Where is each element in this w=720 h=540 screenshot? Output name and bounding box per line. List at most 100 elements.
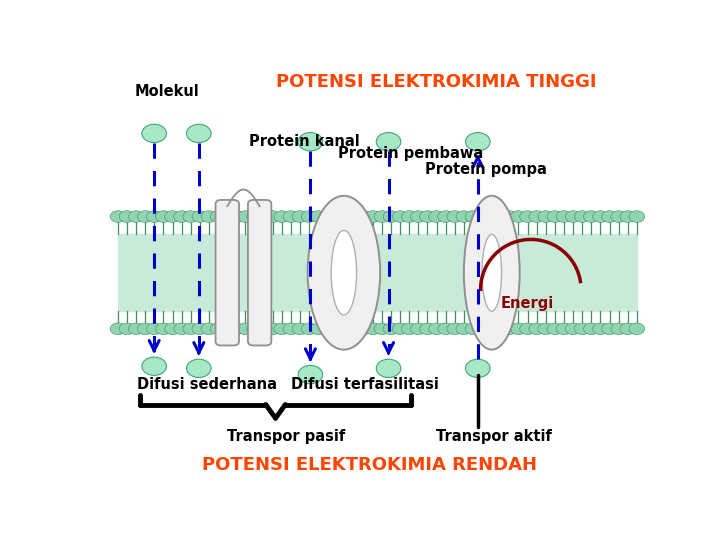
Text: POTENSI ELEKTROKIMIA RENDAH: POTENSI ELEKTROKIMIA RENDAH (202, 456, 536, 474)
Circle shape (492, 323, 508, 335)
Circle shape (620, 211, 636, 222)
Circle shape (602, 323, 617, 335)
FancyBboxPatch shape (215, 200, 239, 346)
Circle shape (110, 323, 126, 335)
Circle shape (529, 211, 544, 222)
Circle shape (283, 211, 299, 222)
Circle shape (247, 211, 262, 222)
Circle shape (538, 323, 554, 335)
Circle shape (256, 211, 271, 222)
Circle shape (128, 323, 144, 335)
Circle shape (156, 211, 171, 222)
Circle shape (186, 124, 211, 143)
Circle shape (128, 211, 144, 222)
Circle shape (365, 211, 381, 222)
Circle shape (428, 211, 444, 222)
Circle shape (629, 211, 644, 222)
Circle shape (377, 359, 401, 377)
Circle shape (420, 211, 436, 222)
Circle shape (456, 211, 472, 222)
Circle shape (347, 323, 362, 335)
Circle shape (283, 323, 299, 335)
Circle shape (583, 211, 599, 222)
Circle shape (547, 323, 563, 335)
Circle shape (529, 323, 544, 335)
Circle shape (338, 211, 354, 222)
Circle shape (556, 323, 572, 335)
Circle shape (438, 323, 454, 335)
Circle shape (274, 323, 289, 335)
Text: Difusi terfasilitasi: Difusi terfasilitasi (291, 377, 438, 392)
Circle shape (142, 357, 166, 375)
Circle shape (265, 323, 281, 335)
Circle shape (247, 323, 262, 335)
Circle shape (328, 211, 344, 222)
Circle shape (392, 211, 408, 222)
Text: Protein kanal: Protein kanal (249, 134, 360, 149)
Circle shape (474, 323, 490, 335)
Circle shape (575, 211, 590, 222)
Circle shape (428, 323, 444, 335)
Circle shape (138, 323, 153, 335)
Circle shape (483, 323, 499, 335)
Circle shape (356, 323, 372, 335)
Text: Protein pembawa: Protein pembawa (338, 146, 484, 161)
Circle shape (210, 211, 226, 222)
Circle shape (374, 211, 390, 222)
Text: Transpor aktif: Transpor aktif (436, 429, 552, 444)
Circle shape (593, 323, 608, 335)
Circle shape (298, 133, 323, 151)
Circle shape (611, 323, 626, 335)
Circle shape (186, 359, 211, 377)
Circle shape (256, 323, 271, 335)
Circle shape (510, 211, 526, 222)
Circle shape (466, 359, 490, 377)
Circle shape (611, 211, 626, 222)
Circle shape (320, 211, 335, 222)
Circle shape (228, 323, 244, 335)
Circle shape (238, 211, 253, 222)
Ellipse shape (464, 196, 520, 349)
Circle shape (292, 323, 307, 335)
Circle shape (474, 211, 490, 222)
Circle shape (492, 211, 508, 222)
Circle shape (374, 323, 390, 335)
Circle shape (483, 211, 499, 222)
Circle shape (593, 211, 608, 222)
Circle shape (438, 211, 454, 222)
Circle shape (183, 211, 199, 222)
Circle shape (465, 323, 481, 335)
Circle shape (120, 323, 135, 335)
Circle shape (138, 211, 153, 222)
Circle shape (265, 211, 281, 222)
Text: Transpor pasif: Transpor pasif (227, 429, 345, 444)
Circle shape (410, 323, 426, 335)
Circle shape (156, 323, 171, 335)
Circle shape (110, 211, 126, 222)
Circle shape (310, 323, 326, 335)
Text: Difusi sederhana: Difusi sederhana (138, 377, 277, 392)
Circle shape (192, 323, 207, 335)
Circle shape (210, 323, 226, 335)
Circle shape (292, 211, 307, 222)
Circle shape (201, 211, 217, 222)
Circle shape (538, 211, 554, 222)
Text: Molekul: Molekul (135, 84, 199, 99)
Circle shape (238, 323, 253, 335)
Circle shape (142, 124, 166, 143)
Circle shape (365, 323, 381, 335)
Circle shape (629, 323, 644, 335)
Circle shape (392, 323, 408, 335)
Circle shape (146, 323, 162, 335)
Ellipse shape (331, 231, 356, 315)
Bar (118, 234, 636, 312)
Circle shape (220, 211, 235, 222)
Text: POTENSI ELEKTROKIMIA TINGGI: POTENSI ELEKTROKIMIA TINGGI (276, 73, 596, 91)
Circle shape (565, 323, 581, 335)
Circle shape (174, 211, 189, 222)
Text: Energi: Energi (500, 296, 554, 311)
Circle shape (220, 323, 235, 335)
Ellipse shape (307, 196, 380, 349)
Circle shape (547, 211, 563, 222)
Circle shape (520, 323, 536, 335)
